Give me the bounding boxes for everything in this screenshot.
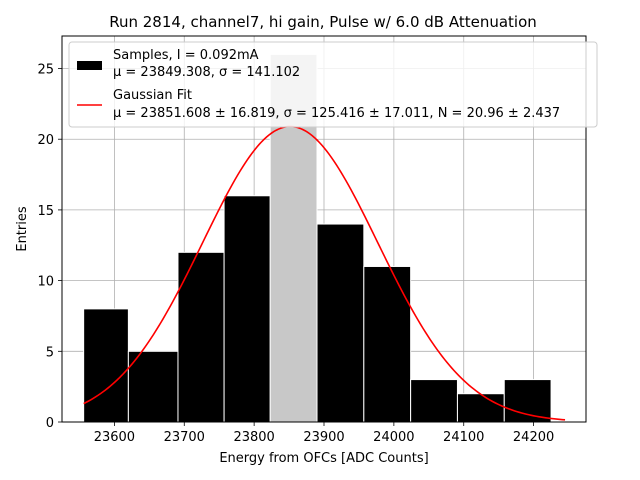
chart-title: Run 2814, channel7, hi gain, Pulse w/ 6.… xyxy=(109,13,537,31)
x-tick-label: 24100 xyxy=(443,430,484,445)
y-axis-label: Entries xyxy=(15,206,30,252)
legend-swatch-samples xyxy=(77,61,102,70)
histogram-bar xyxy=(456,393,505,423)
gaussian-fit-curve xyxy=(83,125,566,421)
legend-fit-stats: μ = 23851.608 ± 16.819, σ = 125.416 ± 17… xyxy=(113,106,560,121)
y-tick-label: 15 xyxy=(37,204,54,219)
legend-samples-label: Samples, I = 0.092mA xyxy=(113,48,259,63)
fit-layer xyxy=(83,125,566,421)
y-tick-label: 25 xyxy=(37,63,54,78)
ticks-layer: 23600 23700 23800 23900 24000 24100 24200 0 5 10 1… xyxy=(37,63,554,445)
histogram-bar xyxy=(410,379,458,423)
histogram-bar xyxy=(127,350,179,423)
histogram-bar xyxy=(83,308,129,423)
legend-box xyxy=(68,41,598,128)
x-tick-label: 24000 xyxy=(373,430,414,445)
histogram-bar xyxy=(503,379,552,423)
y-tick-label: 20 xyxy=(37,133,54,148)
x-axis-label: Energy from OFCs [ADC Counts] xyxy=(219,451,428,466)
x-tick-label: 23700 xyxy=(164,430,205,445)
histogram-bar xyxy=(223,195,271,423)
histogram-bar xyxy=(316,223,365,423)
y-tick-label: 10 xyxy=(37,275,54,290)
y-tick-label: 5 xyxy=(46,345,54,360)
x-tick-label: 24200 xyxy=(513,430,554,445)
histogram-bar xyxy=(363,265,412,423)
y-tick-label: 0 xyxy=(46,416,54,431)
legend-fit-label: Gaussian Fit xyxy=(113,88,192,103)
x-tick-label: 23800 xyxy=(233,430,274,445)
legend-samples-stats: μ = 23849.308, σ = 141.102 xyxy=(113,65,300,80)
legend: Samples, I = 0.092mA μ = 23849.308, σ = … xyxy=(68,41,598,128)
x-tick-label: 23900 xyxy=(303,430,344,445)
x-tick-label: 23600 xyxy=(94,430,135,445)
